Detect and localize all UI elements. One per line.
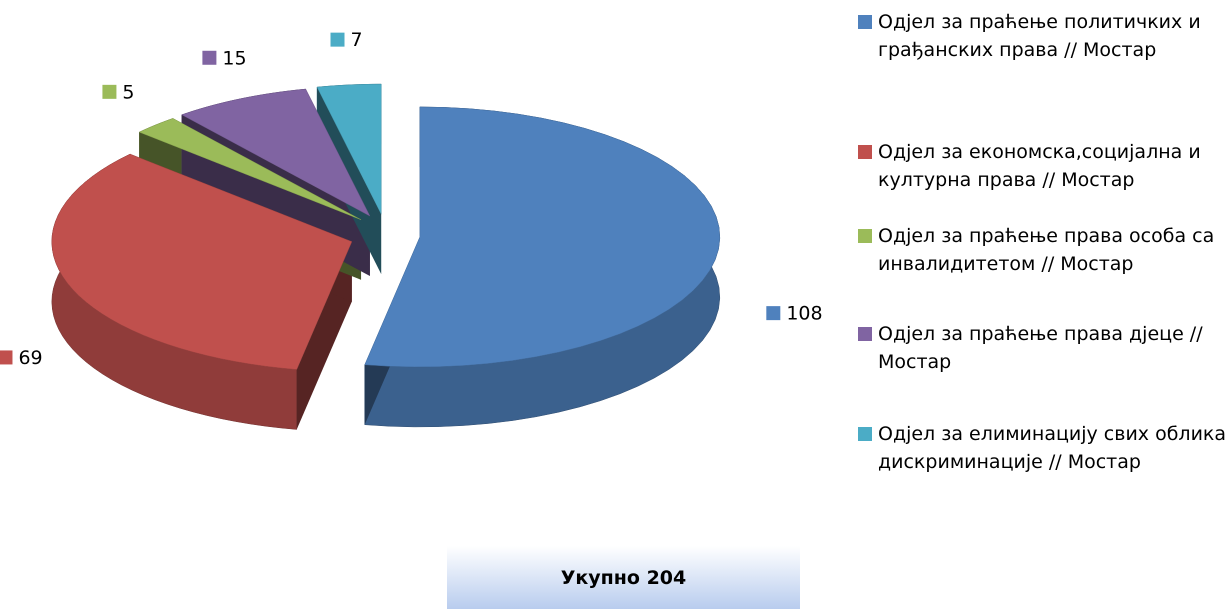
value-label: 108	[786, 303, 822, 325]
legend-item: Одјел за елиминацију свих облика дискрим…	[858, 420, 1228, 476]
value-label: 15	[222, 47, 246, 69]
legend-swatch	[858, 327, 872, 341]
value-label-swatch	[0, 350, 13, 365]
slice	[51, 153, 353, 370]
value-label: 5	[122, 81, 134, 103]
value-label: 69	[18, 347, 42, 369]
value-label-swatch	[766, 306, 781, 321]
legend-label: Одјел за елиминацију свих облика дискрим…	[878, 423, 1227, 473]
value-label-swatch	[102, 84, 117, 99]
legend-item: Одјел за праћење права особа са инвалиди…	[858, 222, 1228, 278]
slice	[316, 83, 382, 215]
legend-label: Одјел за праћење политичких и грађанских…	[878, 11, 1201, 61]
legend-swatch	[858, 15, 872, 29]
legend-item: Одјел за економска,социјална и културна …	[858, 138, 1228, 194]
legend-item: Одјел за праћење политичких и грађанских…	[858, 8, 1228, 64]
total-box: Укупно 204	[447, 546, 800, 609]
slice	[364, 106, 721, 368]
total-text: Укупно 204	[560, 566, 687, 589]
legend-label: Одјел за економска,социјална и културна …	[878, 141, 1201, 191]
value-label-swatch	[202, 50, 217, 65]
legend-label: Одјел за праћење права особа са инвалиди…	[878, 225, 1215, 275]
value-label-swatch	[330, 32, 345, 47]
value-label: 7	[351, 29, 363, 51]
legend-label: Одјел за праћење права дјеце // Мостар	[878, 323, 1203, 373]
slice	[138, 118, 362, 220]
slice	[181, 88, 371, 217]
legend-swatch	[858, 427, 872, 441]
legend-swatch	[858, 145, 872, 159]
legend-swatch	[858, 229, 872, 243]
legend-item: Одјел за праћење права дјеце // Мостар	[858, 320, 1228, 376]
chart: 108 69 5 15 7	[0, 29, 823, 430]
